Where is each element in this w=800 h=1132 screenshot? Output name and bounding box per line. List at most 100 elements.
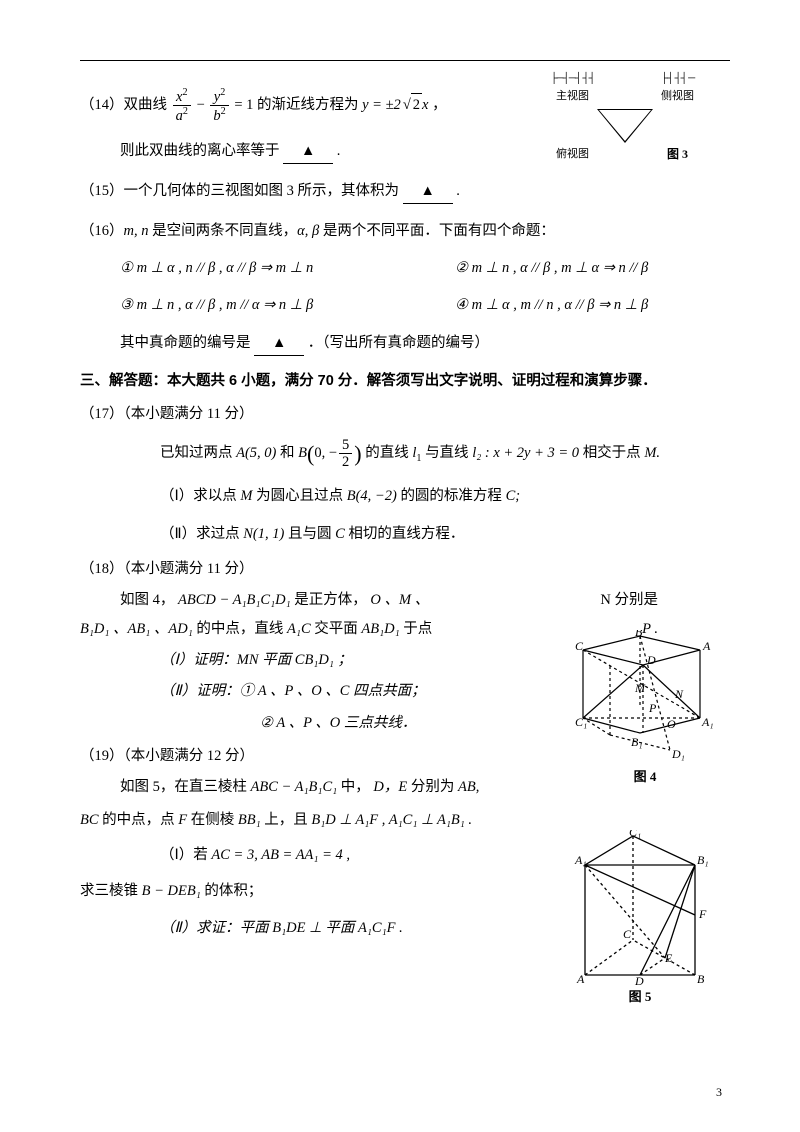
fig4-caption: 图 4 — [575, 767, 715, 788]
q17-N: N(1, 1) — [243, 526, 284, 542]
q17-p1: （Ⅰ）求以点 M 为圆心且过点 B(4, −2) 的圆的标准方程 C; — [80, 485, 730, 508]
svg-text:B: B — [635, 630, 643, 639]
q16-opt3: ③ m ⊥ n , α // β , m // α ⇒ n ⊥ β — [120, 294, 395, 317]
q18-l2c: A₁C — [287, 621, 311, 637]
q17-Cname: C; — [506, 488, 521, 504]
q17-l1c: 的直线 — [365, 445, 412, 461]
page: ├─┤─┤ ┤┤ 主视图 ├┤ ┤┤ ─ 侧视图 俯视图 图 3 （14）双曲线… — [0, 0, 800, 1132]
q14-line1: （14）双曲线 x2a2 − y2b2 = 1 的渐近线方程为 y = ±22x… — [80, 88, 730, 124]
q17-M: M. — [644, 445, 660, 461]
svg-text:P: P — [648, 701, 657, 715]
q17-p1a: （Ⅰ）求以点 — [160, 488, 240, 504]
q18-l1b: 是正方体， — [294, 592, 367, 608]
q14-eq: = 1 — [234, 97, 253, 113]
q17-p1c: 的圆的标准方程 — [400, 488, 505, 504]
q14-blank: ▲ — [283, 140, 333, 164]
q15: （15）一个几何体的三视图如图 3 所示，其体积为 ▲ . — [80, 180, 730, 204]
q19-AB: AB, — [458, 779, 479, 795]
q17-l1e: 相交于点 — [583, 445, 645, 461]
q17-p1b: 为圆心且过点 — [256, 488, 347, 504]
svg-text:D₁: D₁ — [671, 747, 685, 761]
q18-l1: N 分别是 如图 4， ABCD − A₁B₁C₁D₁ 是正方体， O 、M 、 — [80, 589, 730, 612]
q17-p2c: 相切的直线方程． — [348, 526, 464, 542]
svg-text:C: C — [623, 927, 632, 941]
figure-5: A₁ B₁ C₁ A B C D E F 图 5 — [565, 830, 715, 1008]
q14-frac1: x2a2 — [173, 88, 191, 124]
q17-B: B — [298, 445, 307, 461]
q16-opt4: ④ m ⊥ α , m // n , α // β ⇒ n ⊥ β — [455, 294, 730, 317]
q16-opt1: ① m ⊥ α , n // β , α // β ⇒ m ⊥ n — [120, 257, 395, 280]
svg-text:B₁: B₁ — [631, 735, 643, 749]
q14-prefix: （14）双曲线 — [80, 97, 171, 113]
svg-text:F: F — [698, 907, 707, 921]
svg-text:N: N — [674, 687, 684, 701]
q19-F: F — [178, 812, 187, 828]
q18-head: （18）（本小题满分 11 分） — [80, 558, 730, 581]
q15-blank-mark: ▲ — [420, 183, 434, 199]
svg-text:C₁: C₁ — [629, 830, 641, 839]
q16-a: （16） — [80, 223, 124, 239]
page-number: 3 — [716, 1083, 722, 1102]
q19-tet: B − DEB₁ — [142, 883, 201, 899]
q16-blank: ▲ — [254, 332, 304, 356]
q14-after: 的渐近线方程为 — [257, 97, 362, 113]
fig5-caption: 图 5 — [565, 987, 715, 1008]
q16-row1: ① m ⊥ α , n // β , α // β ⇒ m ⊥ n ② m ⊥ … — [80, 257, 730, 280]
q19-p1a-t: （Ⅰ）若 — [160, 847, 211, 863]
q18-l2e: AB₁D₁ — [361, 621, 399, 637]
q17-l1: 已知过两点 A(5, 0) 和 B(0, −52) 的直线 l1 与直线 l₂ … — [80, 436, 730, 471]
q16-b: 是空间两条不同直线， — [152, 223, 297, 239]
fig5-svg: A₁ B₁ C₁ A B C D E F — [565, 830, 715, 985]
q19-l2d: 上，且 — [264, 812, 311, 828]
content: （14）双曲线 x2a2 − y2b2 = 1 的渐近线方程为 y = ±22x… — [80, 88, 730, 940]
q14-period: . — [337, 143, 341, 159]
q19-l2a: BC — [80, 812, 99, 828]
svg-text:M: M — [634, 681, 646, 695]
q19-prism: ABC − A₁B₁C₁ — [251, 779, 338, 795]
q19-p1b-t: 求三棱锥 — [80, 883, 142, 899]
q14-blank-mark: ▲ — [301, 143, 315, 159]
q17-l1a: 已知过两点 — [160, 445, 236, 461]
q19-BB1: BB₁ — [238, 812, 261, 828]
q19-cond: AC = 3, AB = AA₁ = 4 , — [211, 847, 350, 863]
svg-text:D: D — [634, 974, 644, 985]
svg-text:A₁: A₁ — [574, 853, 587, 867]
q14-frac2: y2b2 — [210, 88, 228, 124]
q18-OM: O 、M 、 — [370, 592, 429, 608]
q18-l2a: B₁D₁ 、AB₁ 、AD₁ — [80, 621, 193, 637]
q19-l1a: 如图 5，在直三棱柱 — [120, 779, 251, 795]
fig4-svg: B A C D C₁ B₁ A₁ D₁ M N P O — [575, 630, 715, 765]
q18-l2d: 交平面 — [314, 621, 361, 637]
svg-text:E: E — [664, 951, 673, 965]
q16-tail: 其中真命题的编号是 ▲ ．（写出所有真命题的编号） — [80, 332, 730, 356]
section-3-heading: 三、解答题：本大题共 6 小题，满分 70 分．解答须写出文字说明、证明过程和演… — [80, 370, 730, 393]
q16-tail-a: 其中真命题的编号是 — [120, 335, 251, 351]
svg-text:B₁: B₁ — [697, 853, 709, 867]
q18-l2f: 于点 — [403, 621, 432, 637]
svg-text:A: A — [576, 972, 585, 985]
q17-head: （17）（本小题满分 11 分） — [80, 403, 730, 426]
q16-row2: ③ m ⊥ n , α // β , m // α ⇒ n ⊥ β ④ m ⊥ … — [80, 294, 730, 317]
q19-l2c: 在侧棱 — [191, 812, 238, 828]
q16-intro: （16）m, n 是空间两条不同直线，α, β 是两个不同平面．下面有四个命题： — [80, 220, 730, 243]
q16-tail-b: ．（写出所有真命题的编号） — [308, 335, 489, 351]
q14-l2-text: 则此双曲线的离心率等于 — [120, 143, 280, 159]
q17-l1b: 和 — [280, 445, 298, 461]
q14-line2: 则此双曲线的离心率等于 ▲ . — [80, 140, 730, 164]
q19-DE: D，E — [373, 779, 407, 795]
q19-perp: B₁D ⊥ A₁F , A₁C₁ ⊥ A₁B₁ . — [311, 812, 472, 828]
q18-cube: ABCD − A₁B₁C₁D₁ — [178, 592, 291, 608]
q17-A: A(5, 0) — [236, 445, 276, 461]
q17-l2eq: l₂ : x + 2y + 3 = 0 — [472, 445, 579, 461]
q17-p2: （Ⅱ）求过点 N(1, 1) 且与圆 C 相切的直线方程． — [80, 523, 730, 546]
q16-c: 是两个不同平面．下面有四个命题： — [323, 223, 555, 239]
svg-text:D: D — [646, 653, 656, 667]
q17-Bpt: B(4, −2) — [347, 488, 397, 504]
svg-text:A₁: A₁ — [701, 715, 714, 729]
svg-text:O: O — [667, 717, 676, 731]
q19-l2: BC 的中点，点 F 在侧棱 BB₁ 上，且 B₁D ⊥ A₁F , A₁C₁ … — [80, 809, 730, 832]
svg-text:B: B — [697, 972, 705, 985]
q18-l1a: 如图 4， — [120, 592, 174, 608]
q19-l1b: 中， — [341, 779, 370, 795]
q15-blank: ▲ — [403, 180, 453, 204]
